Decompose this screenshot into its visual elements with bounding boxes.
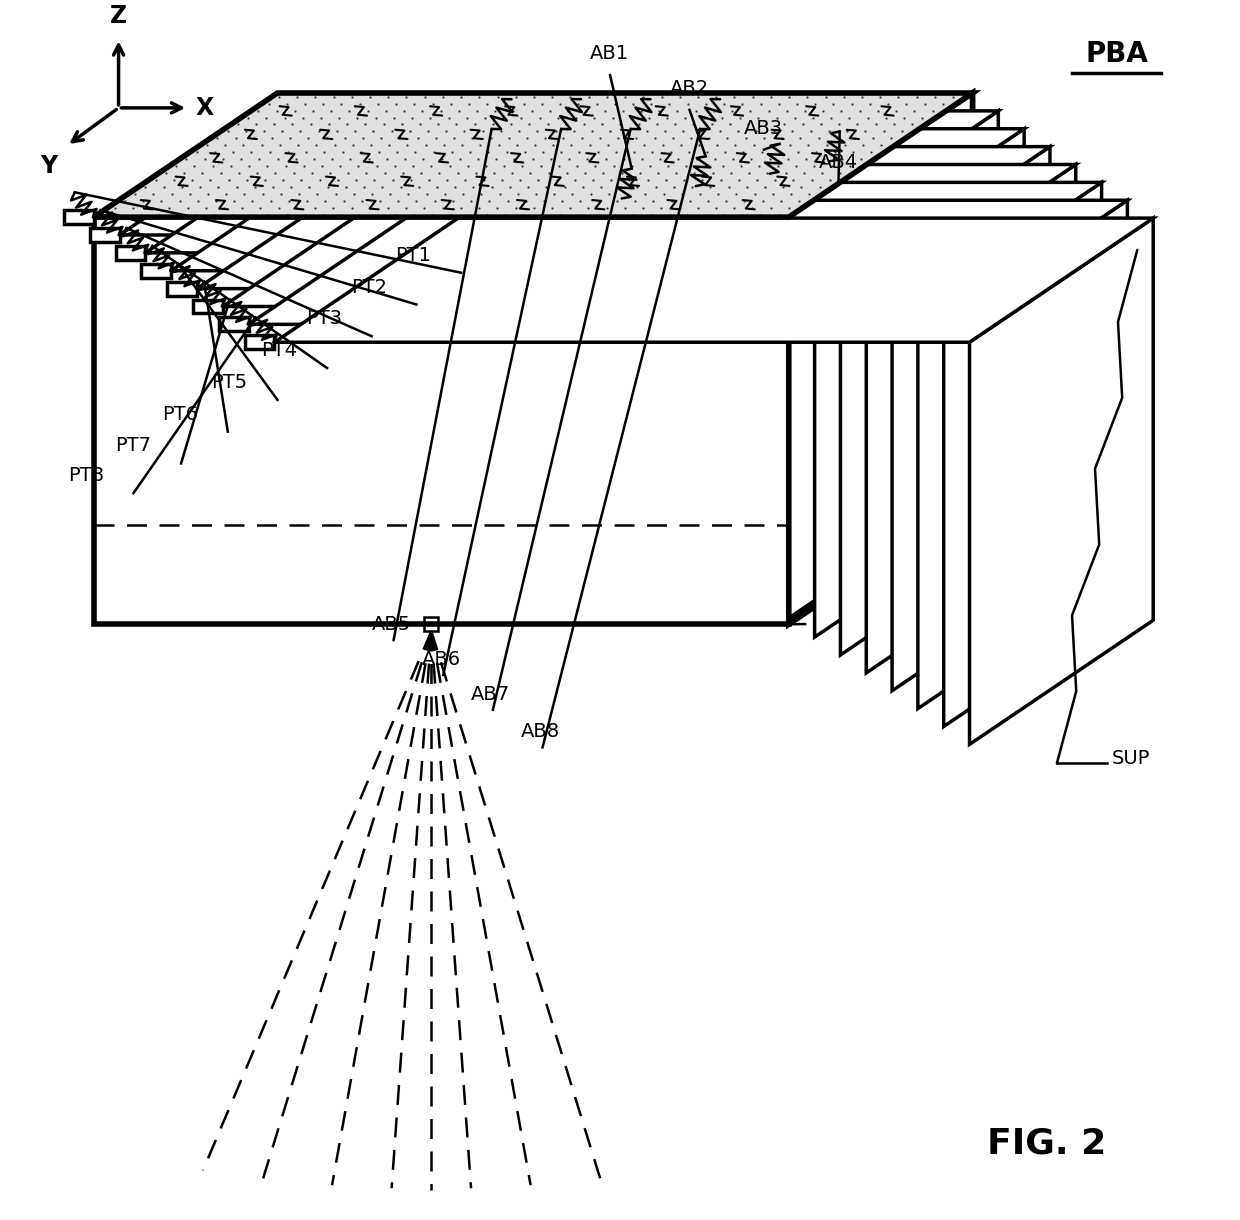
Text: PT1: PT1 <box>396 245 432 265</box>
Polygon shape <box>789 93 972 625</box>
Polygon shape <box>867 146 1050 673</box>
Bar <box>141 264 171 278</box>
Text: X: X <box>196 96 215 120</box>
Text: PT8: PT8 <box>68 466 104 486</box>
Text: AB7: AB7 <box>471 684 510 704</box>
Bar <box>218 317 249 332</box>
Polygon shape <box>249 200 1127 325</box>
Polygon shape <box>789 93 972 620</box>
Polygon shape <box>970 218 1153 744</box>
Text: AB3: AB3 <box>744 118 784 138</box>
Text: PT6: PT6 <box>162 405 198 423</box>
Text: Y: Y <box>40 154 57 178</box>
Text: PT3: PT3 <box>306 310 342 328</box>
Polygon shape <box>145 129 1024 253</box>
Text: PT4: PT4 <box>262 342 298 360</box>
Text: PT5: PT5 <box>212 373 248 392</box>
Bar <box>167 282 197 295</box>
Text: AB2: AB2 <box>670 79 709 98</box>
Polygon shape <box>94 217 789 625</box>
Text: AB6: AB6 <box>422 650 460 669</box>
Bar <box>115 246 145 260</box>
Polygon shape <box>119 111 998 235</box>
Polygon shape <box>223 182 1101 306</box>
Text: SUP: SUP <box>1111 749 1149 767</box>
Bar <box>89 228 119 242</box>
Bar <box>64 210 94 224</box>
Polygon shape <box>918 182 1101 709</box>
Text: AB5: AB5 <box>372 615 410 634</box>
Text: AB1: AB1 <box>590 44 630 63</box>
Polygon shape <box>841 129 1024 655</box>
Text: Z: Z <box>110 5 128 28</box>
Bar <box>193 300 223 314</box>
Text: PBA: PBA <box>1085 40 1148 68</box>
Bar <box>424 617 438 631</box>
Text: PT7: PT7 <box>115 437 151 455</box>
Text: FIG. 2: FIG. 2 <box>987 1126 1106 1160</box>
Polygon shape <box>94 93 972 217</box>
Polygon shape <box>944 200 1127 726</box>
Bar <box>244 336 274 349</box>
Polygon shape <box>892 165 1076 691</box>
Polygon shape <box>171 146 1050 271</box>
Polygon shape <box>815 111 998 637</box>
Text: AB8: AB8 <box>521 722 559 742</box>
Polygon shape <box>197 165 1076 289</box>
Text: AB4: AB4 <box>818 154 858 172</box>
Polygon shape <box>274 218 1153 343</box>
Text: PT2: PT2 <box>351 278 387 296</box>
